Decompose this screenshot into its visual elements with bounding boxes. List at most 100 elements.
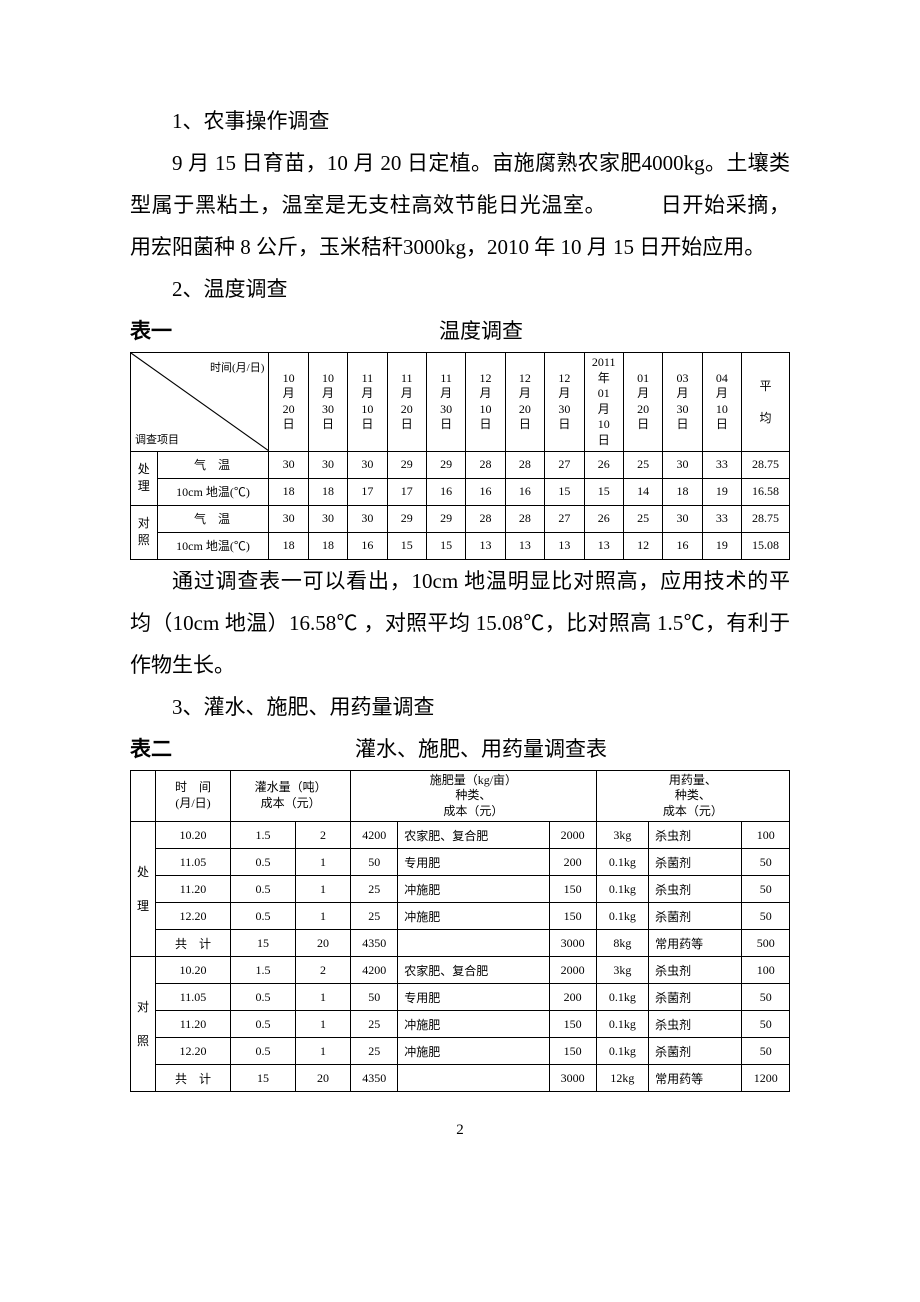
table-cell: 29 bbox=[426, 451, 465, 478]
table-cell: 15 bbox=[545, 478, 584, 505]
table-cell: 2 bbox=[295, 822, 350, 849]
table-cell: 1 bbox=[295, 1038, 350, 1065]
table-cell: 25 bbox=[351, 1038, 398, 1065]
table-cell: 4350 bbox=[351, 930, 398, 957]
table-cell: 27 bbox=[545, 505, 584, 532]
table-cell: 1 bbox=[295, 849, 350, 876]
blank-corner bbox=[131, 770, 156, 822]
date-col-header: 11月30日 bbox=[426, 353, 465, 452]
section2-heading: 2、温度调查 bbox=[130, 268, 790, 310]
table-cell: 33 bbox=[702, 505, 741, 532]
table-cell: 20 bbox=[295, 930, 350, 957]
table-cell: 30 bbox=[348, 505, 387, 532]
table-cell: 11.05 bbox=[156, 984, 231, 1011]
table-cell: 13 bbox=[505, 532, 544, 559]
table-cell: 30 bbox=[348, 451, 387, 478]
table-cell: 1.5 bbox=[231, 957, 296, 984]
table-cell: 500 bbox=[742, 930, 790, 957]
table2-label: 表二 bbox=[130, 728, 172, 770]
table-cell: 100 bbox=[742, 822, 790, 849]
table-cell: 18 bbox=[663, 478, 702, 505]
table-cell: 25 bbox=[623, 451, 662, 478]
table-cell: 冲施肥 bbox=[398, 1038, 549, 1065]
col-header: 时 间(月/日) bbox=[156, 770, 231, 822]
table-cell: 30 bbox=[663, 451, 702, 478]
table-cell: 25 bbox=[351, 876, 398, 903]
table-cell: 4200 bbox=[351, 822, 398, 849]
diagonal-header-cell: 时间(月/日)调查项目 bbox=[131, 353, 269, 452]
row-group: 处理 bbox=[131, 822, 156, 957]
table-cell: 29 bbox=[426, 505, 465, 532]
table-cell: 16 bbox=[663, 532, 702, 559]
table-cell: 1 bbox=[295, 876, 350, 903]
table-cell: 50 bbox=[351, 849, 398, 876]
diag-bottom-label: 调查项目 bbox=[135, 431, 179, 447]
table-cell: 12kg bbox=[596, 1065, 648, 1092]
table-cell: 常用药等 bbox=[649, 930, 742, 957]
table-cell: 28.75 bbox=[742, 451, 790, 478]
table-cell: 专用肥 bbox=[398, 984, 549, 1011]
table-cell: 4200 bbox=[351, 957, 398, 984]
date-col-header: 04月10日 bbox=[702, 353, 741, 452]
table-cell: 16 bbox=[426, 478, 465, 505]
row-label: 10cm 地温(℃) bbox=[157, 532, 269, 559]
table-cell: 50 bbox=[742, 1038, 790, 1065]
table-cell: 17 bbox=[348, 478, 387, 505]
table-cell: 杀虫剂 bbox=[649, 957, 742, 984]
table-cell: 1 bbox=[295, 903, 350, 930]
section3-heading: 3、灌水、施肥、用药量调查 bbox=[130, 686, 790, 728]
section2-conclusion: 通过调查表一可以看出，10cm 地温明显比对照高，应用技术的平均（10cm 地温… bbox=[130, 560, 790, 686]
table-cell: 19 bbox=[702, 532, 741, 559]
table-cell: 0.1kg bbox=[596, 1038, 648, 1065]
table-cell: 28 bbox=[466, 451, 505, 478]
table-cell: 2000 bbox=[549, 822, 596, 849]
table-cell: 13 bbox=[545, 532, 584, 559]
table-cell: 冲施肥 bbox=[398, 876, 549, 903]
table-cell: 冲施肥 bbox=[398, 1011, 549, 1038]
table-cell: 13 bbox=[584, 532, 623, 559]
table-cell: 0.5 bbox=[231, 903, 296, 930]
table-cell: 1 bbox=[295, 1011, 350, 1038]
table-cell: 29 bbox=[387, 505, 426, 532]
section1-heading: 1、农事操作调查 bbox=[130, 100, 790, 142]
table-cell: 11.20 bbox=[156, 876, 231, 903]
table-cell: 150 bbox=[549, 1011, 596, 1038]
table-cell: 2000 bbox=[549, 957, 596, 984]
table-cell: 30 bbox=[663, 505, 702, 532]
date-col-header: 01月20日 bbox=[623, 353, 662, 452]
table-cell: 15 bbox=[231, 1065, 296, 1092]
table-cell: 13 bbox=[466, 532, 505, 559]
total-label: 共 计 bbox=[156, 930, 231, 957]
table-cell: 18 bbox=[308, 478, 347, 505]
table-cell: 25 bbox=[623, 505, 662, 532]
table1-label: 表一 bbox=[130, 310, 172, 352]
table-cell: 50 bbox=[742, 903, 790, 930]
table-cell: 专用肥 bbox=[398, 849, 549, 876]
table-cell: 25 bbox=[351, 903, 398, 930]
table-cell: 8kg bbox=[596, 930, 648, 957]
input-table: 时 间(月/日)灌水量（吨）成本（元）施肥量（kg/亩）种类、成本（元）用药量、… bbox=[130, 770, 790, 1093]
table-cell: 30 bbox=[308, 505, 347, 532]
table-cell: 16 bbox=[348, 532, 387, 559]
table-cell: 杀虫剂 bbox=[649, 876, 742, 903]
table-cell: 12.20 bbox=[156, 1038, 231, 1065]
table-cell: 0.5 bbox=[231, 984, 296, 1011]
temperature-table: 时间(月/日)调查项目10月20日10月30日11月10日11月20日11月30… bbox=[130, 352, 790, 560]
table-cell: 12.20 bbox=[156, 903, 231, 930]
table-cell: 0.5 bbox=[231, 1011, 296, 1038]
table-cell: 150 bbox=[549, 876, 596, 903]
table-cell: 0.1kg bbox=[596, 903, 648, 930]
table-cell: 30 bbox=[308, 451, 347, 478]
date-col-header: 11月20日 bbox=[387, 353, 426, 452]
table-cell: 28.75 bbox=[742, 505, 790, 532]
table-cell: 33 bbox=[702, 451, 741, 478]
table-cell: 3kg bbox=[596, 822, 648, 849]
date-col-header: 03月30日 bbox=[663, 353, 702, 452]
table-cell: 1200 bbox=[742, 1065, 790, 1092]
table-cell: 29 bbox=[387, 451, 426, 478]
table-cell: 4350 bbox=[351, 1065, 398, 1092]
table-cell: 200 bbox=[549, 849, 596, 876]
table1-caption: 表一 温度调查 bbox=[130, 310, 790, 352]
table-cell: 冲施肥 bbox=[398, 903, 549, 930]
date-col-header: 12月20日 bbox=[505, 353, 544, 452]
